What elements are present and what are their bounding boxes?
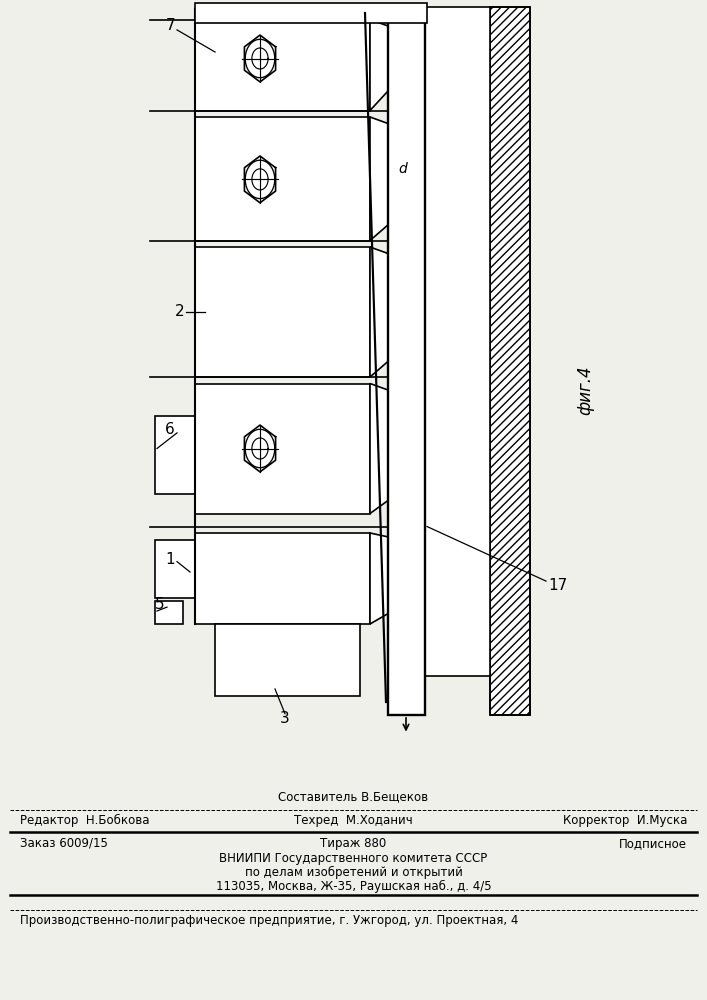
Text: по делам изобретений и открытий: по делам изобретений и открытий (245, 866, 462, 879)
Text: 1: 1 (165, 552, 175, 566)
Text: Редактор  Н.Бобкова: Редактор Н.Бобкова (20, 814, 149, 827)
Text: d: d (398, 162, 407, 176)
Text: 113035, Москва, Ж-35, Раушская наб., д. 4/5: 113035, Москва, Ж-35, Раушская наб., д. … (216, 880, 491, 893)
Bar (155, 601, 183, 624)
Text: 17: 17 (548, 578, 567, 592)
Text: фиг.4: фиг.4 (576, 365, 594, 415)
Text: 2: 2 (175, 304, 185, 320)
Polygon shape (370, 19, 388, 110)
Bar (422, 6, 490, 676)
Bar (195, 117, 370, 240)
Text: 6: 6 (165, 422, 175, 436)
Bar (155, 416, 195, 494)
Bar (195, 19, 370, 110)
Bar (490, 6, 530, 715)
Polygon shape (370, 383, 388, 514)
Bar (195, 533, 370, 624)
Text: 5: 5 (156, 597, 165, 612)
Bar (195, 247, 370, 377)
Text: ВНИИПИ Государственного комитета СССР: ВНИИПИ Государственного комитета СССР (219, 852, 488, 865)
Bar (195, 3, 427, 23)
Text: Техред  М.Ходанич: Техред М.Ходанич (294, 814, 413, 827)
Bar (388, 6, 425, 715)
Bar (215, 624, 360, 696)
Text: Производственно-полиграфическое предприятие, г. Ужгород, ул. Проектная, 4: Производственно-полиграфическое предприя… (20, 914, 518, 927)
Text: Составитель В.Бещеков: Составитель В.Бещеков (279, 790, 428, 803)
Text: 7: 7 (165, 18, 175, 33)
Bar (155, 540, 195, 598)
Text: Корректор  И.Муска: Корректор И.Муска (563, 814, 687, 827)
Text: Тираж 880: Тираж 880 (320, 837, 387, 850)
Bar (195, 383, 370, 514)
Bar (490, 6, 530, 715)
Text: Заказ 6009/15: Заказ 6009/15 (20, 837, 108, 850)
Polygon shape (370, 117, 388, 240)
Polygon shape (370, 533, 388, 624)
Polygon shape (370, 247, 388, 377)
Text: Подписное: Подписное (619, 837, 687, 850)
Text: 3: 3 (280, 711, 290, 726)
